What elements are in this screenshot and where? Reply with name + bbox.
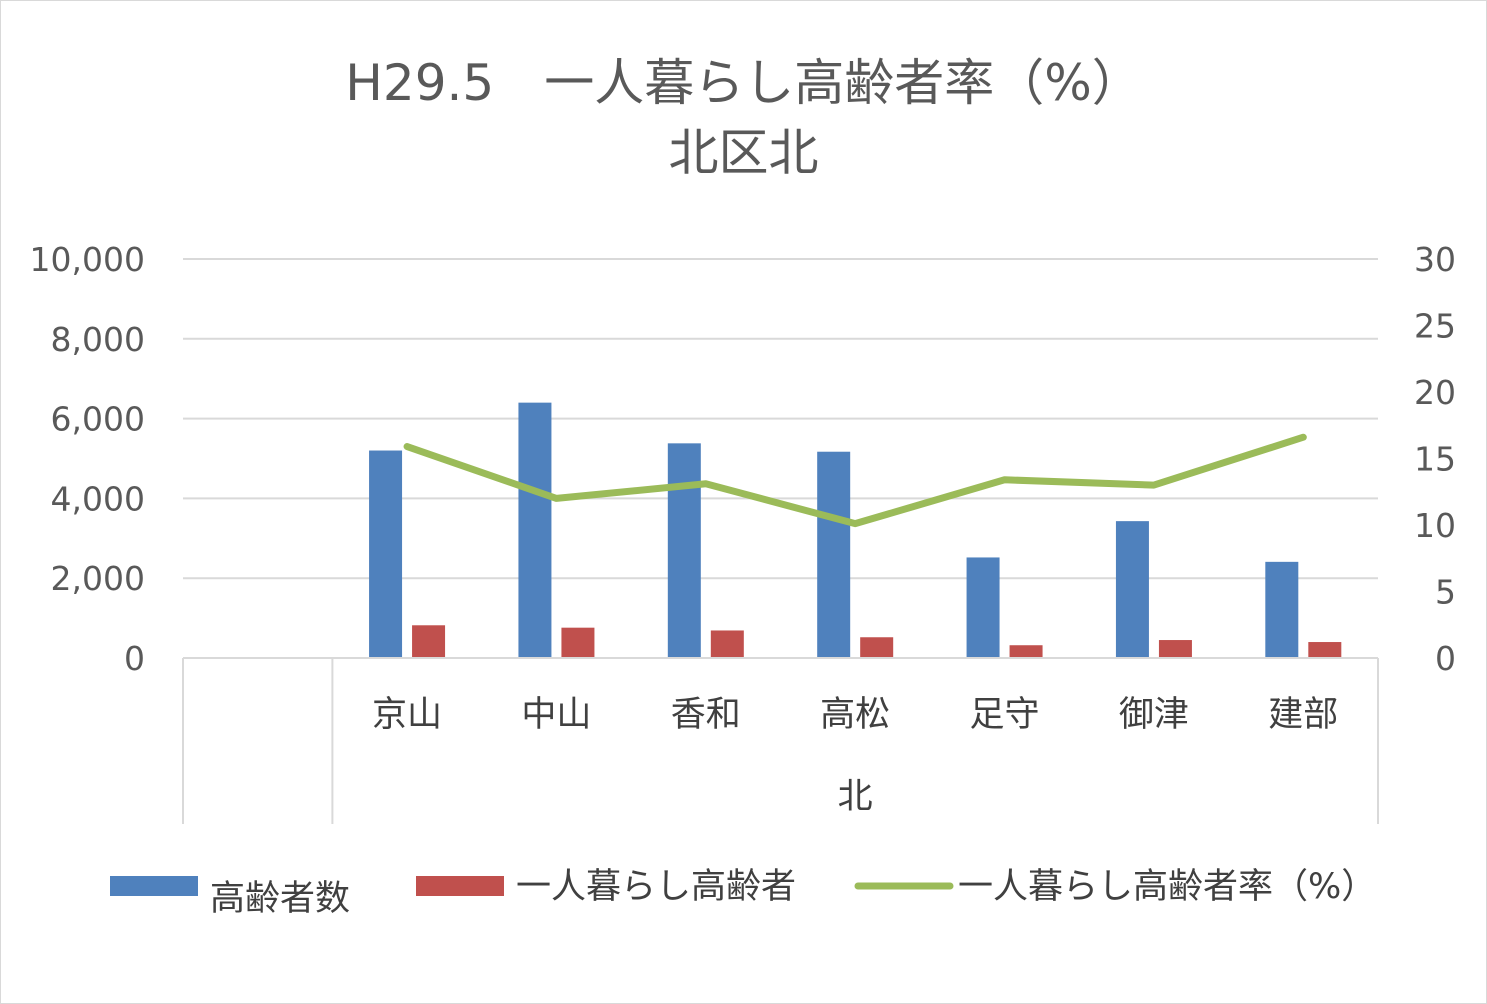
bar bbox=[710, 630, 744, 658]
right-tick-label: 30 bbox=[1414, 240, 1456, 279]
legend-swatch bbox=[110, 876, 198, 896]
category-label: 京山 bbox=[372, 695, 442, 735]
gridlines bbox=[183, 258, 1378, 580]
right-tick-label: 5 bbox=[1435, 573, 1456, 612]
legend-swatch bbox=[416, 876, 504, 896]
bar bbox=[518, 402, 552, 658]
bar bbox=[1265, 561, 1299, 658]
left-tick-label: 10,000 bbox=[30, 240, 145, 279]
category-label: 香和 bbox=[671, 695, 741, 735]
left-tick-label: 0 bbox=[124, 639, 145, 678]
series-line bbox=[403, 433, 1307, 528]
bar bbox=[1158, 640, 1192, 658]
category-label: 足守 bbox=[970, 695, 1040, 735]
chart-title-line1: H29.5 一人暮らし高齢者率（%） bbox=[345, 54, 1142, 112]
right-tick-label: 0 bbox=[1435, 639, 1456, 678]
bar bbox=[412, 625, 446, 658]
bar bbox=[1115, 521, 1149, 658]
right-tick-label: 10 bbox=[1414, 506, 1456, 545]
category-label: 高松 bbox=[820, 695, 890, 735]
bar-series bbox=[369, 402, 1342, 658]
bar bbox=[1308, 642, 1342, 658]
left-tick-label: 4,000 bbox=[51, 479, 145, 518]
bar bbox=[369, 450, 403, 658]
legend-label: 高齢者数 bbox=[210, 879, 350, 919]
bar bbox=[966, 557, 1000, 658]
line-series bbox=[403, 433, 1307, 528]
left-axis-ticks: 0 2,000 4,000 6,000 8,000 10,000 bbox=[30, 240, 145, 678]
left-tick-label: 6,000 bbox=[51, 400, 145, 439]
right-axis-ticks: 0 5 10 15 20 25 30 bbox=[1414, 240, 1456, 678]
right-tick-label: 25 bbox=[1414, 307, 1456, 346]
legend-label: 一人暮らし高齢者 bbox=[516, 867, 796, 907]
chart-title: H29.5 一人暮らし高齢者率（%） 北区北 bbox=[0, 48, 1487, 188]
right-tick-label: 20 bbox=[1414, 373, 1456, 412]
bar bbox=[817, 451, 851, 658]
chart-subtitle: 北区北 bbox=[668, 124, 819, 182]
category-axis: 京山 中山 香和 高松 足守 御津 建部北 bbox=[182, 657, 1379, 824]
bar bbox=[860, 637, 894, 658]
right-tick-label: 15 bbox=[1414, 440, 1456, 479]
category-label: 中山 bbox=[521, 695, 591, 735]
legend: 高齢者数 一人暮らし高齢者 一人暮らし高齢者率（%） bbox=[110, 867, 1376, 919]
category-label: 建部 bbox=[1268, 695, 1338, 735]
left-tick-label: 2,000 bbox=[51, 559, 145, 598]
left-tick-label: 8,000 bbox=[51, 320, 145, 359]
bar bbox=[667, 443, 701, 658]
category-label: 御津 bbox=[1119, 695, 1189, 735]
group-label: 北 bbox=[838, 777, 873, 817]
bar bbox=[1009, 645, 1043, 658]
legend-label: 一人暮らし高齢者率（%） bbox=[958, 867, 1376, 907]
bar bbox=[561, 627, 595, 658]
